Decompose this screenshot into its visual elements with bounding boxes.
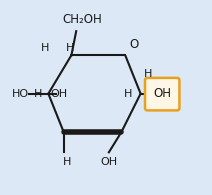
Text: H: H — [41, 43, 50, 52]
Text: OH: OH — [50, 89, 67, 99]
Text: H: H — [62, 157, 71, 167]
Text: CH₂OH: CH₂OH — [62, 13, 102, 26]
Text: OH: OH — [154, 87, 172, 100]
Text: H: H — [144, 69, 152, 79]
Text: H: H — [66, 43, 75, 52]
Text: OH: OH — [100, 157, 117, 167]
Text: O: O — [129, 38, 138, 51]
Text: H: H — [33, 89, 42, 99]
Text: H: H — [124, 89, 132, 99]
FancyBboxPatch shape — [145, 78, 179, 110]
Text: HO: HO — [12, 89, 29, 99]
